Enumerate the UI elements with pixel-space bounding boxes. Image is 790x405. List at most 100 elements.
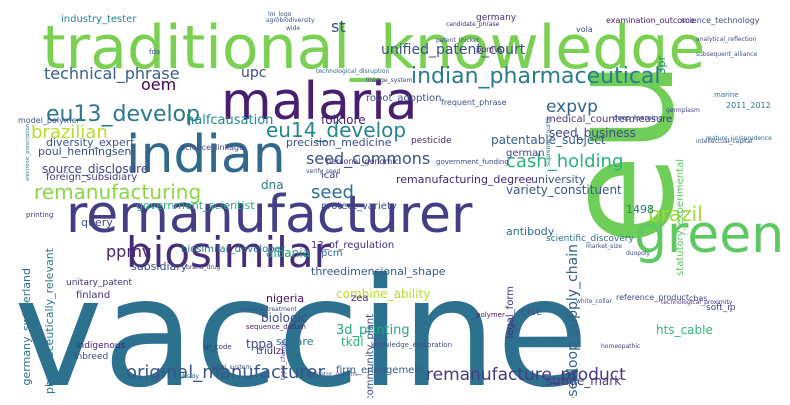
cloud-word: government_funding [436, 158, 509, 166]
cloud-word: ppmv [106, 242, 152, 261]
cloud-word: seed [311, 182, 354, 203]
cloud-word: clsc [521, 305, 542, 318]
cloud-word: robot_adoption [366, 93, 442, 104]
cloud-word: 13_of_regulation [311, 240, 395, 251]
cloud-word: model_polymer [18, 116, 80, 125]
cloud-word: university [531, 173, 586, 186]
cloud-word: verify_seed [306, 168, 341, 175]
cloud-word: brazil [648, 202, 703, 226]
cloud-word: reference_product [616, 293, 689, 302]
cloud-word: variety_constituent [506, 183, 622, 197]
cloud-word: expvp [546, 97, 598, 117]
cloud-word: albania [266, 246, 310, 260]
cloud-word: duopoly [626, 250, 650, 257]
cloud-word: linkage_system [366, 77, 413, 84]
cloud-word: combine_ability [336, 287, 431, 301]
cloud-word: medical_countermeasure [546, 114, 673, 125]
cloud-word: green [634, 205, 784, 265]
cloud-word: electronic_prescription [25, 124, 31, 181]
cloud-word: polymer [476, 311, 505, 319]
cloud-word: folklore [321, 113, 366, 127]
cloud-word: source_disclosure [42, 162, 149, 176]
cloud-word: intellectual_capital [696, 138, 753, 145]
cloud-word: protect_variety [321, 201, 397, 212]
cloud-word: technological_disruption [316, 68, 390, 75]
cloud-word: st [331, 17, 346, 36]
cloud-word: german [506, 148, 545, 159]
cloud-word: technological_proximity [661, 299, 733, 306]
cloud-word: personal_genomic [326, 157, 399, 166]
cloud-word: supreme_courts [545, 118, 552, 167]
cloud-word: seed_business [549, 126, 636, 140]
cloud-word: firm_engagement [336, 365, 425, 376]
cloud-word: precision_medicine [286, 136, 392, 149]
cloud-word: threedimensional_shape [311, 265, 446, 278]
cloud-word: science_linkage [181, 143, 245, 152]
cloud-word: foreign_subsidiary [46, 172, 138, 183]
cloud-word: nigeria [266, 292, 305, 305]
cloud-word: seed_commons [306, 149, 431, 168]
cloud-word: germany_switzerland [20, 268, 33, 386]
cloud-word: cbas [689, 294, 708, 303]
cloud-word: antibody [506, 225, 555, 238]
cloud-word: subsidy [176, 373, 199, 380]
cloud-word: deep_learning [613, 114, 663, 122]
cloud-word: vola [576, 25, 593, 34]
cloud-word: indigenous [76, 341, 126, 351]
word-cloud: vaccine eu traditional_knowledge remanufact… [6, 4, 784, 398]
cloud-word: mature_jurisprudence [706, 135, 772, 142]
cloud-word: remanufacturer [66, 185, 473, 245]
cloud-word: eu13_develop [46, 102, 201, 127]
cloud-word: candidate_phrase [446, 21, 500, 28]
cloud-word: icar [321, 170, 340, 181]
cloud-word: examination_outcome [606, 16, 695, 25]
cloud-word: sequence_datum [246, 323, 306, 331]
cloud-word: patent_thicket [436, 37, 480, 44]
cloud-word: scientific_discovery [546, 234, 634, 244]
cloud-word: hts_cable [656, 323, 713, 337]
cloud-word: zea [351, 293, 369, 304]
cloud-word: inbreed [74, 352, 109, 362]
cloud-word: vaccine [14, 247, 589, 398]
cloud-word: upc [241, 65, 267, 81]
cloud-word: oem [141, 75, 177, 94]
cloud-word: square [276, 335, 314, 348]
cloud-word: lm_logo [268, 11, 292, 18]
cloud-word: marine [714, 91, 739, 99]
cloud-word: indian [126, 125, 286, 185]
cloud-word: frequent_phrase [441, 98, 507, 107]
cloud-word: legal_system [212, 364, 252, 371]
cloud-word: soft_ip [706, 303, 736, 313]
cloud-word: 2011_2012 [726, 101, 771, 110]
cloud-word: subsidiary [131, 260, 188, 273]
cloud-word: technical_phrase [44, 64, 180, 83]
cloud-word: query [81, 216, 113, 229]
cloud-word: brazilian [31, 122, 108, 143]
cloud-word: unified_patent_court [381, 42, 526, 58]
cloud-word: diversity_expert [46, 136, 135, 149]
cloud-word: indian_pharmaceutical [411, 64, 661, 89]
cloud-word: brand_drug [186, 264, 221, 271]
cloud-word: patentable_subject [491, 133, 606, 147]
cloud-word: halfcausation [186, 113, 274, 128]
cloud-word: original_manufacturer [126, 362, 325, 383]
cloud-word: analytical_reflection [696, 36, 757, 43]
cloud-word: finland [76, 290, 111, 301]
cloud-word: triulzi [256, 346, 284, 357]
cloud-word: 3d_printing [336, 323, 410, 338]
cloud-word: remanufacturing [34, 180, 202, 204]
cloud-word: indicator_uoform [306, 371, 357, 378]
cloud-word: fda [149, 48, 161, 56]
cloud-word: tppa [246, 337, 274, 351]
cloud-word: malaria_treatment [241, 306, 297, 313]
cloud-word: white_collar [576, 298, 612, 305]
cloud-word: poul_henningsen [38, 145, 132, 158]
cloud-word: biosimilar [126, 228, 331, 277]
cloud-word: knowledge_exploration [371, 341, 453, 349]
cloud-word: 3pr [655, 56, 668, 75]
cloud-word: germplasm [666, 107, 700, 114]
cloud-word: pcm [321, 248, 343, 259]
cloud-word: homeopathic [601, 343, 641, 350]
cloud-word: tkdl [341, 335, 364, 349]
